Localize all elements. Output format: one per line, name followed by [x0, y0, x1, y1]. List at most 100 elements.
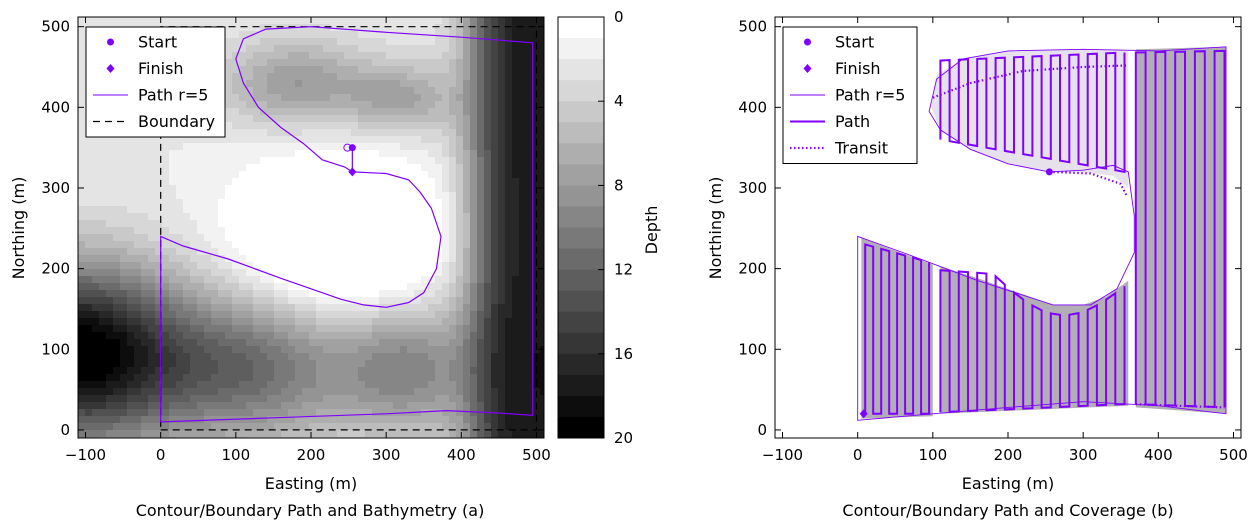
depth-cell — [267, 164, 275, 172]
depth-cell — [113, 255, 121, 263]
depth-cell — [190, 206, 198, 214]
depth-cell — [344, 269, 352, 277]
depth-cell — [99, 234, 107, 242]
depth-cell — [239, 136, 247, 144]
depth-cell — [85, 192, 93, 200]
depth-cell — [148, 192, 156, 200]
depth-cell — [253, 178, 261, 186]
depth-cell — [414, 402, 422, 410]
depth-cell — [323, 122, 331, 130]
depth-cell — [246, 220, 254, 228]
depth-cell — [92, 374, 100, 382]
depth-cell — [442, 108, 450, 116]
depth-cell — [414, 101, 422, 109]
depth-cell — [197, 269, 205, 277]
depth-cell — [141, 374, 149, 382]
depth-cell — [99, 185, 107, 193]
depth-cell — [470, 402, 478, 410]
depth-cell — [540, 416, 544, 424]
sweep-path — [864, 243, 931, 415]
depth-cell — [477, 297, 485, 305]
depth-cell — [141, 150, 149, 158]
depth-cell — [442, 150, 450, 158]
depth-cell — [505, 290, 513, 298]
depth-cell — [463, 269, 471, 277]
y-tick-label-b: 500 — [738, 18, 767, 36]
depth-cell — [470, 178, 478, 186]
depth-cell — [491, 353, 499, 361]
depth-cell — [239, 129, 247, 137]
depth-cell — [106, 262, 114, 270]
depth-cell — [92, 241, 100, 249]
depth-cell — [484, 304, 492, 312]
depth-cell — [337, 241, 345, 249]
depth-cell — [253, 346, 261, 354]
depth-cell — [267, 297, 275, 305]
depth-cell — [477, 311, 485, 319]
depth-cell — [512, 52, 520, 60]
depth-cell — [197, 157, 205, 165]
depth-cell — [526, 213, 534, 221]
depth-cell — [323, 206, 331, 214]
depth-cell — [183, 185, 191, 193]
depth-cell — [428, 164, 436, 172]
depth-cell — [176, 192, 184, 200]
depth-cell — [540, 206, 544, 214]
depth-cell — [379, 213, 387, 221]
depth-cell — [435, 220, 443, 228]
depth-cell — [295, 192, 303, 200]
depth-cell — [274, 80, 282, 88]
depth-cell — [155, 241, 163, 249]
depth-cell — [477, 108, 485, 116]
depth-cell — [526, 311, 534, 319]
depth-cell — [442, 255, 450, 263]
depth-cell — [484, 248, 492, 256]
depth-cell — [162, 423, 170, 431]
depth-cell — [141, 171, 149, 179]
depth-cell — [449, 318, 457, 326]
depth-cell — [309, 276, 317, 284]
depth-cell — [358, 122, 366, 130]
depth-cell — [197, 171, 205, 179]
depth-cell — [246, 185, 254, 193]
depth-cell — [337, 416, 345, 424]
depth-cell — [260, 430, 268, 438]
depth-cell — [113, 409, 121, 417]
depth-cell — [309, 409, 317, 417]
depth-cell — [141, 17, 149, 25]
depth-cell — [197, 178, 205, 186]
depth-cell — [113, 423, 121, 431]
depth-cell — [155, 213, 163, 221]
depth-cell — [421, 94, 429, 102]
depth-cell — [183, 311, 191, 319]
depth-cell — [148, 346, 156, 354]
depth-cell — [477, 430, 485, 438]
depth-cell — [463, 45, 471, 53]
depth-cell — [512, 388, 520, 396]
depth-cell — [484, 59, 492, 67]
depth-cell — [463, 416, 471, 424]
depth-cell — [267, 150, 275, 158]
depth-cell — [141, 353, 149, 361]
depth-cell — [127, 346, 135, 354]
depth-cell — [372, 241, 380, 249]
depth-cell — [134, 150, 142, 158]
depth-cell — [246, 402, 254, 410]
depth-cell — [99, 199, 107, 207]
depth-cell — [190, 402, 198, 410]
depth-cell — [281, 164, 289, 172]
depth-cell — [540, 101, 544, 109]
depth-cell — [267, 332, 275, 340]
depth-cell — [141, 143, 149, 151]
depth-cell — [253, 255, 261, 263]
depth-cell — [400, 374, 408, 382]
depth-cell — [337, 164, 345, 172]
depth-cell — [330, 178, 338, 186]
depth-cell — [274, 353, 282, 361]
depth-cell — [540, 269, 544, 277]
depth-cell — [309, 248, 317, 256]
depth-cell — [484, 395, 492, 403]
depth-cell — [190, 332, 198, 340]
depth-cell — [246, 31, 254, 39]
depth-cell — [267, 143, 275, 151]
